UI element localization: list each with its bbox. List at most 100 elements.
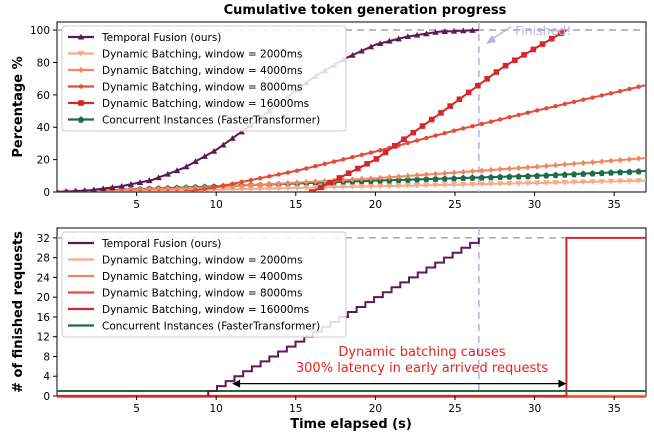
series-marker <box>64 188 69 192</box>
series-marker <box>512 57 518 64</box>
y-tick-label: 60 <box>37 90 50 102</box>
chart-title: Cumulative token generation progress <box>224 3 507 18</box>
legend-marker <box>78 100 84 106</box>
legend-entry: Dynamic Batching, window = 16000ms <box>102 98 309 110</box>
series-marker <box>350 154 355 160</box>
series-marker <box>636 155 642 162</box>
series-marker <box>635 168 642 175</box>
x-tick-label: 20 <box>369 199 382 211</box>
legend-entry: Concurrent Instances (FasterTransformer) <box>102 321 320 333</box>
series-marker <box>618 88 623 94</box>
series-marker <box>450 175 458 182</box>
series-marker <box>441 175 448 182</box>
series-marker <box>530 46 537 53</box>
series-marker <box>617 156 623 164</box>
finished-annotation: Finished! <box>515 23 571 38</box>
series-marker <box>127 181 135 187</box>
series-marker <box>533 180 541 187</box>
series-marker <box>285 179 291 187</box>
series-marker <box>119 189 124 192</box>
y-tick-label: 20 <box>37 155 50 167</box>
top-legend: Temporal Fusion (ours) Dynamic Batching, … <box>61 25 347 132</box>
series-marker <box>109 184 116 190</box>
series-marker <box>469 27 476 33</box>
finished-arrow <box>491 26 512 40</box>
series-marker <box>201 153 208 159</box>
series-marker <box>303 185 310 191</box>
series-marker <box>293 185 301 192</box>
series-marker <box>414 172 420 179</box>
y-tick-label: 16 <box>37 312 51 324</box>
y-tick-label: 4 <box>43 371 50 383</box>
series-marker <box>553 162 559 169</box>
series-marker <box>276 172 281 177</box>
legend-entry: Dynamic Batching, window = 2000ms <box>102 255 302 267</box>
series-marker <box>395 176 402 184</box>
finished-arrowhead <box>486 35 496 44</box>
legend-entry: Dynamic Batching, window = 8000ms <box>102 82 302 94</box>
y-tick-label: 80 <box>37 57 50 69</box>
series-marker <box>410 129 417 136</box>
series-marker <box>451 169 457 176</box>
legend-entry: Dynamic Batching, window = 8000ms <box>102 288 302 300</box>
series-marker <box>247 186 255 192</box>
series-marker <box>580 159 586 167</box>
series-marker <box>469 174 476 181</box>
series-marker <box>571 99 577 105</box>
series-marker <box>128 189 134 192</box>
series-marker <box>202 186 207 192</box>
series-marker <box>447 103 453 109</box>
y-tick-label: 20 <box>37 292 50 304</box>
series-marker <box>341 157 346 162</box>
series-marker <box>543 172 550 179</box>
series-marker <box>136 179 144 185</box>
series-marker <box>552 180 559 186</box>
series-marker <box>534 108 540 113</box>
y-tick-label: 24 <box>37 272 51 284</box>
series-marker <box>534 163 540 170</box>
series-marker <box>373 156 380 162</box>
top-x-ticks: 5 10 15 20 25 30 35 <box>133 192 621 211</box>
y-tick-label: 8 <box>43 351 50 363</box>
series-marker <box>525 110 531 115</box>
legend-entry: Temporal Fusion (ours) <box>101 32 221 44</box>
series-marker <box>516 164 522 172</box>
series-marker <box>284 185 292 192</box>
series-marker <box>598 169 605 177</box>
series-marker <box>524 180 532 187</box>
series-marker <box>581 97 586 102</box>
series-marker <box>256 186 264 192</box>
series-marker <box>276 180 282 187</box>
series-marker <box>359 175 365 183</box>
series-marker <box>451 128 457 133</box>
series-marker <box>349 51 356 58</box>
x-tick-label: 10 <box>210 199 223 211</box>
series-marker <box>396 173 402 180</box>
series-marker <box>336 175 343 181</box>
series-marker <box>239 179 244 185</box>
series-marker <box>599 158 605 165</box>
x-tick-label: 35 <box>607 403 620 415</box>
series-marker <box>589 170 596 177</box>
series-marker <box>544 106 549 111</box>
series-marker <box>156 189 161 192</box>
series-marker <box>147 189 152 192</box>
series-marker <box>460 174 467 182</box>
series-marker <box>386 37 393 44</box>
series-marker <box>580 179 587 186</box>
legend-entry: Temporal Fusion (ours) <box>101 238 221 250</box>
series-marker <box>460 181 467 188</box>
legend-marker <box>77 50 85 57</box>
series-marker <box>488 166 494 174</box>
series-marker <box>516 112 521 118</box>
legend-entry: Dynamic Batching, window = 4000ms <box>102 65 302 77</box>
series-marker <box>590 95 595 100</box>
series-marker <box>184 189 189 192</box>
series-marker <box>318 184 324 191</box>
series-marker <box>589 159 596 166</box>
bottom-series <box>57 236 646 398</box>
series-marker <box>404 33 412 40</box>
series-marker <box>506 173 513 180</box>
series-marker <box>368 150 374 155</box>
series-marker <box>413 176 421 183</box>
